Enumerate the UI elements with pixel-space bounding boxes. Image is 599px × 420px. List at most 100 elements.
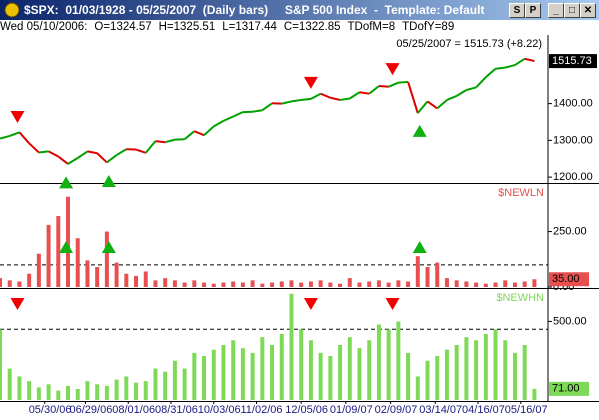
bar: [415, 376, 420, 400]
bar: [522, 345, 527, 400]
bar: [66, 385, 71, 400]
bar: [85, 260, 90, 287]
x-tick-label: 04/16/07: [462, 404, 505, 416]
price-segment: [349, 91, 361, 100]
price-segment: [291, 98, 302, 103]
price-segment: [378, 84, 389, 88]
bar: [532, 388, 537, 400]
app-icon: [4, 2, 20, 18]
bar: [464, 337, 469, 400]
bar: [279, 281, 284, 287]
maximize-button[interactable]: □: [564, 3, 580, 18]
bar: [338, 283, 343, 287]
buy-signal: [101, 241, 116, 253]
price-segment: [398, 80, 409, 84]
price-segment: [48, 150, 59, 158]
bar: [240, 348, 245, 400]
panel-label: $NEWLN: [498, 187, 544, 199]
p-button[interactable]: P: [525, 3, 541, 18]
buy-signal: [59, 176, 74, 189]
bar: [75, 238, 80, 287]
bar: [114, 379, 119, 400]
x-tick-label: 02/09/07: [375, 404, 418, 416]
bar: [134, 275, 139, 287]
price-segment: [87, 150, 98, 155]
buy-signal: [59, 241, 74, 253]
bar: [522, 281, 527, 287]
y-tick-label: 500.00: [553, 315, 587, 327]
bar: [328, 356, 333, 400]
price-segment: [330, 96, 341, 101]
x-tick-label: 05/16/07: [505, 404, 548, 416]
price-segment: [155, 140, 166, 144]
bar: [163, 278, 168, 287]
bar: [46, 224, 51, 287]
bar: [104, 231, 109, 287]
bar: [415, 256, 420, 287]
price-segment: [426, 100, 438, 110]
bar: [338, 345, 343, 400]
buy-signal: [412, 124, 427, 137]
x-tick-label: 08/31/06: [155, 404, 198, 416]
bar: [163, 371, 168, 400]
info-field: H=1325.51: [158, 21, 216, 33]
bar: [56, 390, 61, 400]
bar: [367, 340, 372, 400]
price-segment: [310, 92, 322, 100]
bar: [134, 382, 139, 400]
s-button[interactable]: S: [509, 3, 525, 18]
bar: [66, 196, 71, 287]
bar: [376, 324, 381, 400]
bar: [386, 329, 391, 400]
bar: [425, 360, 430, 400]
x-tick-label: 03/14/07: [419, 404, 462, 416]
bar: [347, 278, 352, 287]
price-segment: [38, 150, 49, 154]
bar: [318, 352, 323, 400]
info-field: O=1324.57: [94, 21, 152, 33]
bar: [386, 282, 391, 287]
price-segment: [67, 157, 79, 165]
last-value-label: 71.00: [552, 383, 580, 395]
bar: [172, 280, 177, 287]
bar: [406, 352, 411, 400]
bar: [153, 368, 158, 400]
bar: [75, 389, 80, 400]
bar: [396, 280, 401, 287]
bar: [503, 340, 508, 400]
price-segment: [203, 125, 215, 136]
price-segment: [475, 76, 487, 89]
last-value-box: [549, 381, 589, 396]
minimize-button[interactable]: _: [548, 3, 564, 18]
bar: [85, 381, 90, 400]
bar: [464, 281, 469, 287]
bar: [454, 345, 459, 400]
x-tick-label: 01/09/07: [330, 404, 373, 416]
bar: [270, 345, 275, 400]
sell-signal: [385, 298, 400, 310]
bar: [95, 267, 100, 287]
title-bar: $SPX: 01/03/1928 - 05/25/2007 (Daily bar…: [0, 0, 599, 20]
bar: [454, 280, 459, 287]
bar: [483, 283, 488, 287]
y-tick-label: 1400.00: [553, 98, 593, 110]
price-segment: [261, 102, 273, 112]
price-annotation: 05/25/2007 = 1515.73 (+8.22): [396, 38, 542, 50]
bar: [474, 282, 479, 287]
bar: [376, 280, 381, 287]
bar: [182, 282, 187, 287]
info-field: TDofM=8: [347, 21, 396, 33]
bar: [7, 368, 12, 400]
bar: [202, 356, 207, 400]
price-segment: [116, 148, 127, 156]
price-segment: [232, 111, 244, 118]
info-field: TDofY=89: [402, 21, 455, 33]
bar: [444, 349, 449, 400]
bar: [192, 280, 197, 287]
bar: [114, 262, 119, 287]
close-button[interactable]: ✕: [580, 3, 596, 18]
price-segment: [301, 97, 312, 101]
price-segment: [281, 100, 292, 105]
window-title: $SPX: 01/03/1928 - 05/25/2007 (Daily bar…: [24, 3, 485, 17]
bar: [56, 216, 61, 287]
